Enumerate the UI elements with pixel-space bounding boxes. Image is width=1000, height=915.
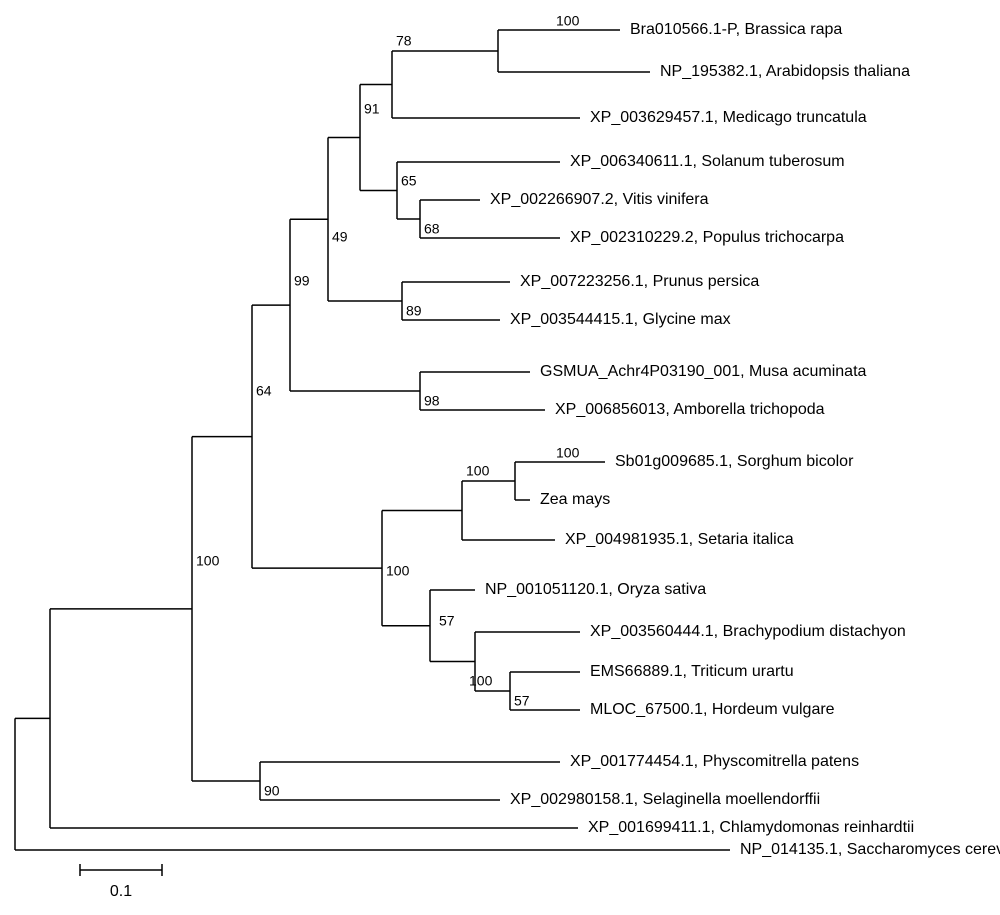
bootstrap-value: 64 (256, 383, 272, 399)
bootstrap-value: 100 (556, 445, 580, 461)
taxon-label: XP_003544415.1, Glycine max (510, 311, 731, 328)
taxon-label: XP_002310229.2, Populus trichocarpa (570, 229, 844, 246)
bootstrap-value: 65 (401, 173, 417, 189)
bootstrap-value: 100 (469, 673, 493, 689)
taxon-label: XP_004981935.1, Setaria italica (565, 531, 794, 548)
bootstrap-value: 57 (439, 613, 455, 629)
taxon-label: XP_003560444.1, Brachypodium distachyon (590, 623, 906, 640)
taxon-label-group: Bra010566.1-P, Brassica rapa NP_195382.1,… (485, 21, 1000, 858)
taxon-label: XP_001699411.1, Chlamydomonas reinhardti… (588, 819, 914, 836)
scale-bar-label: 0.1 (110, 883, 132, 900)
taxon-label: XP_001774454.1, Physcomitrella patens (570, 753, 859, 770)
taxon-label: XP_007223256.1, Prunus persica (520, 273, 759, 290)
bootstrap-value: 100 (386, 563, 410, 579)
taxon-label: NP_001051120.1, Oryza sativa (485, 581, 706, 598)
taxon-label: XP_006856013, Amborella trichopoda (555, 401, 825, 418)
bootstrap-value: 49 (332, 229, 348, 245)
taxon-label: Zea mays (540, 491, 610, 508)
scale-bar: 0.1 (80, 864, 162, 900)
bootstrap-value: 99 (294, 273, 310, 289)
taxon-label: MLOC_67500.1, Hordeum vulgare (590, 701, 835, 718)
bootstrap-value: 98 (424, 393, 440, 409)
bootstrap-value: 90 (264, 783, 280, 799)
taxon-label: NP_195382.1, Arabidopsis thaliana (660, 63, 910, 80)
bootstrap-value: 78 (396, 33, 412, 49)
taxon-label: XP_002266907.2, Vitis vinifera (490, 191, 709, 208)
bootstrap-group: 100 78 68 65 91 89 49 98 99 100 100 57 100 57 100 64 90 1… (196, 13, 580, 799)
taxon-label: XP_002980158.1, Selaginella moellendorff… (510, 791, 820, 808)
bootstrap-value: 68 (424, 221, 440, 237)
bootstrap-value: 91 (364, 101, 380, 117)
taxon-label: XP_003629457.1, Medicago truncatula (590, 109, 867, 126)
bootstrap-value: 100 (466, 463, 490, 479)
taxon-label: XP_006340611.1, Solanum tuberosum (570, 153, 845, 170)
bootstrap-value: 89 (406, 303, 422, 319)
taxon-label: GSMUA_Achr4P03190_001, Musa acuminata (540, 363, 867, 380)
taxon-label: Bra010566.1-P, Brassica rapa (630, 21, 842, 38)
bootstrap-value: 57 (514, 693, 530, 709)
taxon-label: NP_014135.1, Saccharomyces cerevisiae (740, 841, 1000, 858)
taxon-label: EMS66889.1, Triticum urartu (590, 663, 794, 680)
bootstrap-value: 100 (556, 13, 580, 29)
bootstrap-value: 100 (196, 553, 220, 569)
phylogenetic-tree: 100 78 68 65 91 89 49 98 99 100 100 57 100 57 100 64 90 1… (0, 0, 1000, 915)
taxon-label: Sb01g009685.1, Sorghum bicolor (615, 453, 854, 470)
